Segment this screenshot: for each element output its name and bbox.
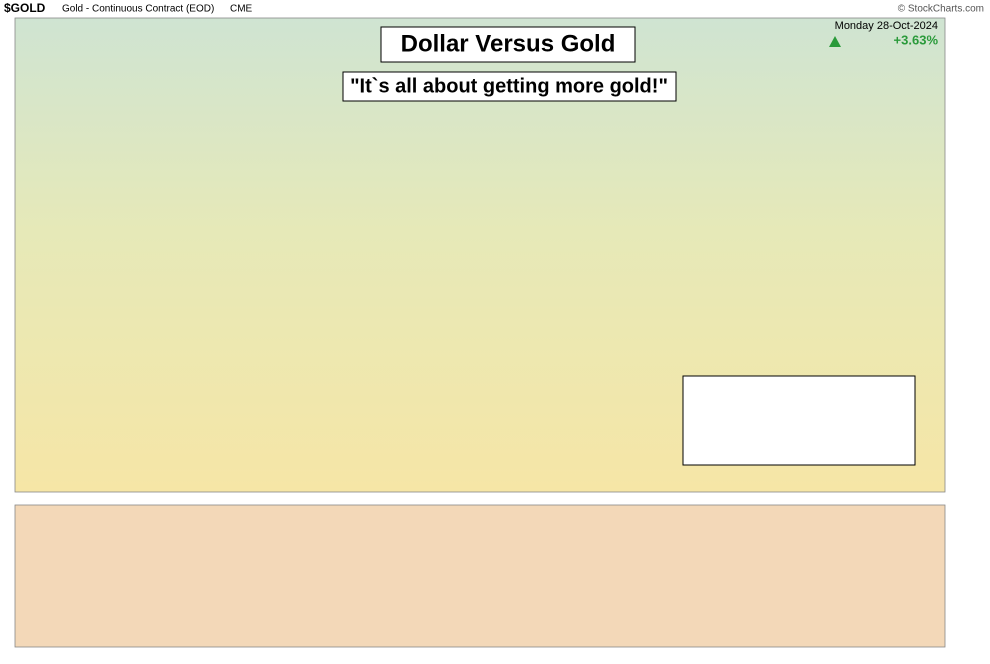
- date: Monday 28-Oct-2024: [835, 20, 938, 32]
- title-box: [380, 26, 636, 63]
- up-arrow: [829, 36, 841, 47]
- change-percent: +3.63%: [894, 32, 939, 47]
- annotation-box: [682, 375, 916, 466]
- instrument-name: Gold - Continuous Contract (EOD): [62, 4, 214, 15]
- chart-subtitle: "It`s all about getting more gold!": [350, 75, 668, 97]
- exchange: CME: [230, 4, 253, 15]
- symbol: $GOLD: [4, 1, 46, 15]
- annotations: Dollar Versus Gold "It`s all about getti…: [342, 26, 916, 466]
- labels: $GOLD Gold - Continuous Contract (EOD) C…: [4, 1, 984, 47]
- volume-panel: [14, 504, 946, 648]
- copyright: © StockCharts.com: [898, 4, 984, 15]
- chart-title: Dollar Versus Gold: [401, 30, 616, 57]
- subtitle-box: [342, 71, 677, 102]
